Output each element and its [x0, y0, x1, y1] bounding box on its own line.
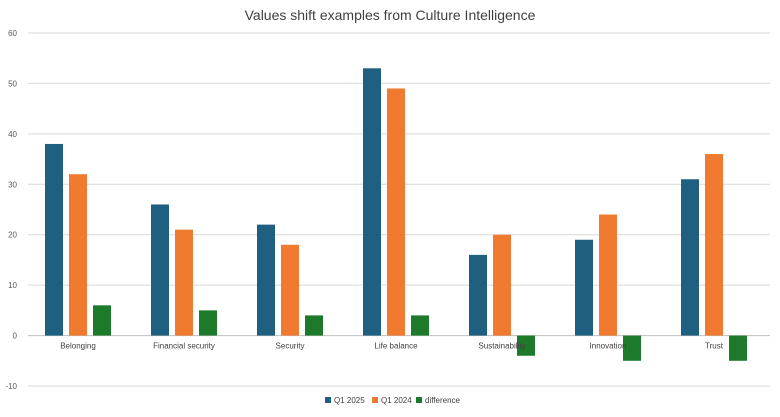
category-label: Financial security — [153, 342, 215, 351]
y-tick-label: 30 — [8, 180, 17, 189]
bar-q1-2024-sustainability — [493, 234, 511, 336]
bar-q1-2025-life-balance — [363, 68, 381, 336]
legend-swatch — [325, 397, 331, 403]
bar-q1-2024-financial-security — [175, 229, 193, 336]
category-label: Trust — [705, 342, 724, 351]
category-label: Sustainability — [478, 342, 525, 351]
bar-difference-sustainability — [517, 335, 535, 356]
category-label: Innovation — [590, 342, 627, 351]
bar-q1-2024-trust — [705, 154, 723, 336]
bar-q1-2025-trust — [681, 179, 699, 336]
bar-q1-2024-innovation — [599, 214, 617, 336]
legend-swatch — [416, 397, 422, 403]
legend: Q1 2025 Q1 2024 difference — [325, 396, 461, 405]
bar-q1-2025-security — [257, 224, 275, 336]
bar-q1-2025-financial-security — [151, 204, 169, 336]
y-tick-label: 10 — [8, 281, 17, 290]
y-tick-label: 20 — [8, 231, 17, 240]
category-labels: Belonging Financial security Security Life … — [60, 342, 724, 351]
bar-difference-financial-security — [199, 310, 217, 336]
bar-q1-2024-security — [281, 244, 299, 336]
bar-q1-2024-belonging — [69, 174, 87, 336]
bar-difference-innovation — [623, 335, 641, 361]
y-tick-label: 60 — [8, 29, 17, 38]
legend-label: Q1 2025 — [334, 396, 365, 405]
bars — [45, 68, 747, 361]
category-label: Life balance — [374, 342, 418, 351]
bar-difference-life-balance — [411, 315, 429, 336]
chart-title: Values shift examples from Culture Intel… — [245, 7, 536, 23]
y-tick-label: 0 — [13, 332, 18, 341]
category-label: Security — [276, 342, 305, 351]
category-label: Belonging — [60, 342, 96, 351]
legend-label: difference — [425, 396, 461, 405]
bar-difference-trust — [729, 335, 747, 361]
bar-q1-2025-sustainability — [469, 254, 487, 336]
bar-q1-2024-life-balance — [387, 88, 405, 336]
y-tick-label: 50 — [8, 79, 17, 88]
bar-difference-belonging — [93, 305, 111, 336]
bar-q1-2025-innovation — [575, 239, 593, 336]
bar-q1-2025-belonging — [45, 143, 63, 336]
legend-label: Q1 2024 — [381, 396, 412, 405]
y-tick-label: -10 — [5, 382, 17, 391]
legend-swatch — [372, 397, 378, 403]
bar-difference-security — [305, 315, 323, 336]
y-axis: -10 0 10 20 30 40 50 60 — [5, 29, 17, 391]
y-tick-label: 40 — [8, 130, 17, 139]
